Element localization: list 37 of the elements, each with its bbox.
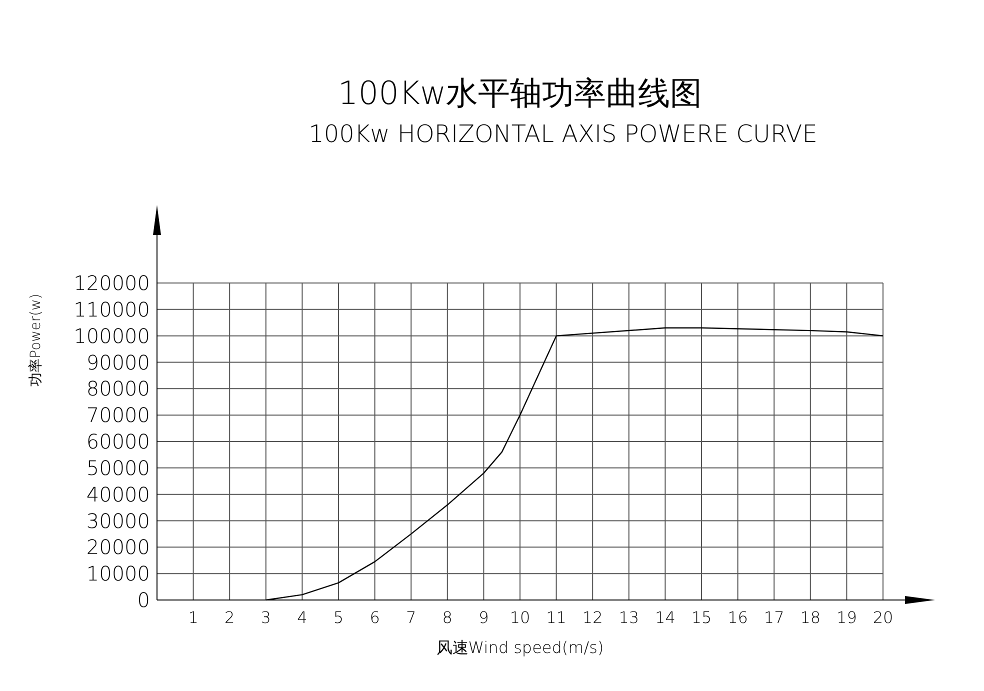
chart-subtitle: 100Kw HORIZONTAL AXIS POWERE CURVE — [308, 120, 818, 148]
x-tick-label: 1 — [188, 608, 198, 627]
x-tick-label: 18 — [800, 608, 821, 627]
chart-title: 100Kw水平轴功率曲线图 — [338, 74, 702, 112]
x-tick-label: 11 — [546, 608, 566, 627]
y-tick-label: 120000 — [74, 271, 150, 295]
x-tick-label: 4 — [297, 608, 308, 627]
y-tick-label: 70000 — [86, 403, 150, 428]
x-tick-label: 13 — [618, 608, 640, 627]
y-tick-label: 40000 — [86, 482, 150, 506]
x-tick-label: 2 — [224, 608, 235, 627]
x-tick-label: 14 — [655, 608, 676, 627]
x-tick-label: 15 — [691, 608, 712, 627]
x-tick-label: 10 — [510, 608, 530, 627]
x-tick-label: 8 — [442, 608, 452, 627]
y-tick-label: 80000 — [86, 376, 150, 401]
y-tick-label: 50000 — [86, 456, 150, 480]
x-tick-label: 20 — [872, 608, 894, 627]
x-tick-label: 6 — [370, 608, 380, 627]
y-tick-label: 0 — [137, 588, 150, 612]
x-tick-label: 5 — [333, 608, 344, 627]
y-tick-label: 10000 — [86, 562, 150, 586]
x-axis-title: 风速Wind speed(m/s) — [436, 638, 604, 657]
y-tick-label: 100000 — [74, 324, 150, 348]
x-tick-label: 16 — [728, 608, 748, 627]
x-tick-label: 12 — [582, 608, 603, 627]
y-tick-label: 30000 — [86, 508, 150, 533]
x-tick-label: 7 — [406, 608, 416, 627]
y-tick-label: 90000 — [86, 350, 150, 374]
x-tick-label: 9 — [478, 608, 489, 627]
y-tick-label: 110000 — [74, 297, 150, 322]
y-tick-label: 60000 — [86, 430, 150, 454]
x-tick-label: 17 — [764, 608, 784, 627]
y-tick-label: 20000 — [86, 535, 150, 560]
y-axis-title: 功率Power(w) — [28, 294, 44, 386]
x-tick-label: 19 — [836, 608, 857, 627]
x-tick-label: 3 — [260, 608, 271, 627]
